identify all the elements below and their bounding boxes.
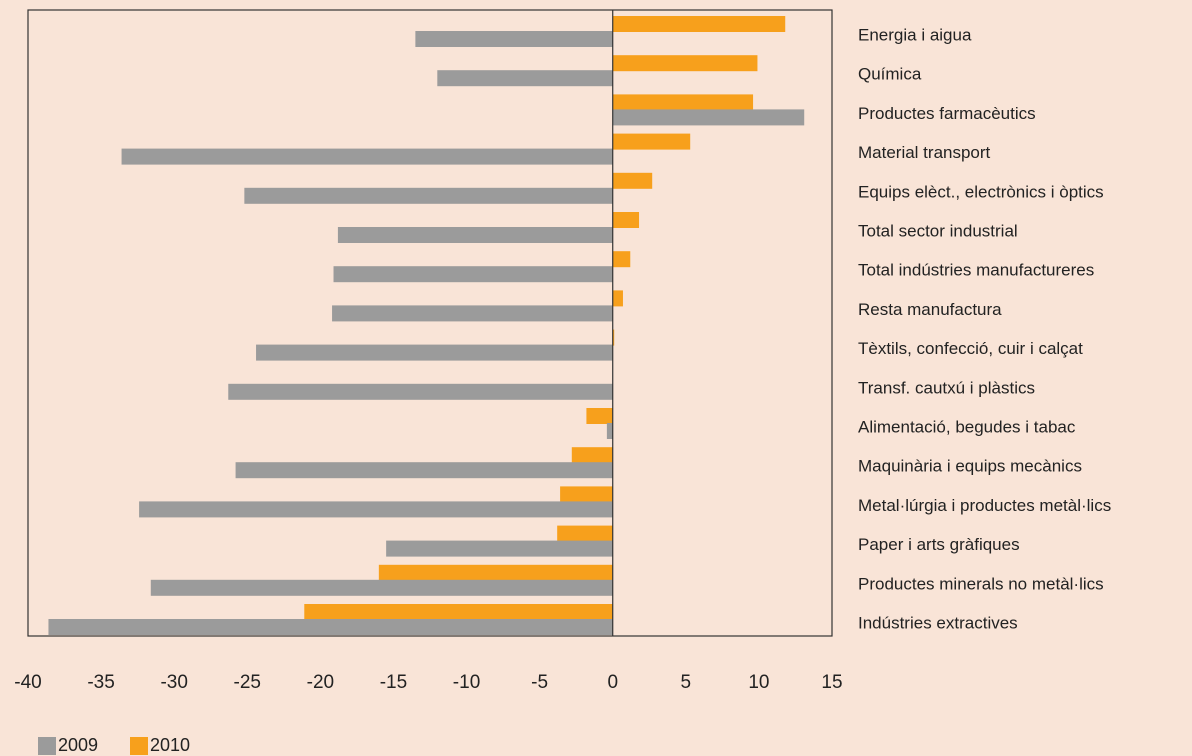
- legend-swatch: [38, 737, 56, 755]
- bar: [235, 462, 613, 479]
- bar: [121, 148, 613, 165]
- x-tick-label: -30: [160, 672, 187, 693]
- category-label: Productes farmacèutics: [858, 104, 1036, 123]
- x-tick-label: -10: [453, 672, 480, 693]
- bar: [557, 525, 613, 542]
- bar: [332, 305, 613, 322]
- category-label: Química: [858, 65, 922, 84]
- bar: [337, 227, 613, 243]
- bar: [586, 408, 613, 424]
- bar: [386, 540, 613, 557]
- legend-swatch: [130, 737, 148, 755]
- category-label: Total sector industrial: [858, 221, 1018, 240]
- category-label: Tèxtils, confecció, cuir i calçat: [858, 339, 1083, 358]
- category-label: Indústries extractives: [858, 613, 1018, 632]
- bar: [612, 329, 615, 346]
- bar: [415, 31, 613, 47]
- plot-frame: [27, 9, 833, 637]
- bar: [612, 212, 640, 228]
- category-label: Resta manufactura: [858, 300, 1002, 319]
- x-tick-label: -15: [380, 672, 407, 693]
- x-tick-label: 15: [821, 672, 842, 693]
- category-label: Paper i arts gràfiques: [858, 535, 1020, 554]
- bar: [612, 172, 653, 189]
- bar: [256, 344, 613, 361]
- bar: [244, 187, 613, 204]
- category-label: Alimentació, begudes i tabac: [858, 417, 1076, 436]
- bar: [612, 94, 754, 111]
- bar: [571, 447, 613, 464]
- bar: [48, 619, 613, 635]
- bar: [139, 501, 613, 518]
- bar: [560, 486, 613, 503]
- x-tick-label: -25: [234, 672, 261, 693]
- x-tick-label: -5: [531, 672, 548, 693]
- category-label: Total indústries manufactureres: [858, 261, 1094, 280]
- bar: [612, 133, 691, 150]
- bar: [333, 266, 613, 283]
- x-tick-label: -40: [14, 672, 41, 693]
- bar: [228, 383, 613, 400]
- category-label: Maquinària i equips mecànics: [858, 457, 1082, 476]
- category-label: Metal·lúrgia i productes metàl·lics: [858, 496, 1111, 515]
- x-tick-label: 10: [748, 672, 769, 693]
- legend-label: 2009: [58, 735, 98, 755]
- bar: [150, 579, 613, 596]
- category-label: Productes minerals no metàl·lics: [858, 574, 1104, 593]
- bar: [378, 564, 613, 581]
- x-tick-label: 0: [607, 672, 618, 693]
- x-tick-label: -35: [87, 672, 114, 693]
- legend-label: 2010: [150, 735, 190, 755]
- x-tick-label: 5: [681, 672, 692, 693]
- bar: [612, 16, 786, 32]
- category-label: Energia i aigua: [858, 25, 972, 44]
- bar: [612, 290, 623, 307]
- bar: [612, 55, 758, 72]
- category-label: Transf. cautxú i plàstics: [858, 378, 1035, 397]
- category-label: Equips elèct., electrònics i òptics: [858, 182, 1104, 201]
- x-tick-label: -20: [307, 672, 334, 693]
- bar: [606, 423, 613, 439]
- bar: [304, 604, 613, 620]
- bar: [437, 70, 613, 87]
- bar: [612, 251, 631, 268]
- bar: [612, 109, 805, 126]
- category-label: Material transport: [858, 143, 991, 162]
